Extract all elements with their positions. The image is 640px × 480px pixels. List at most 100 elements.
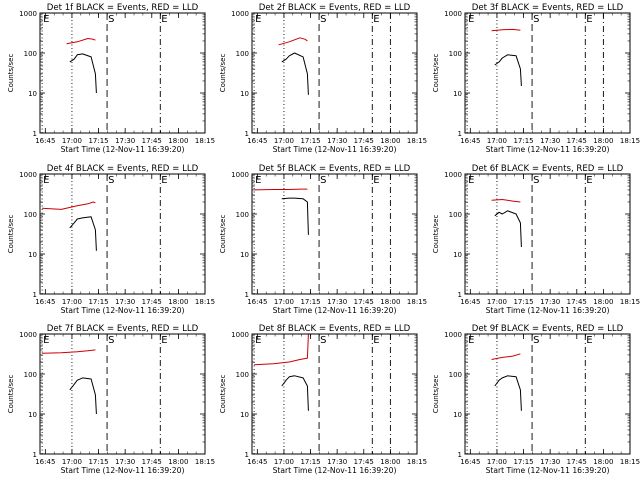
y-tick-label: 1000 bbox=[19, 331, 37, 339]
series-line-lld bbox=[42, 349, 96, 354]
x-tick-label: 17:30 bbox=[540, 458, 560, 466]
y-tick-label: 100 bbox=[449, 371, 462, 379]
y-axis-label: Counts/sec bbox=[7, 375, 15, 414]
y-tick-label: 100 bbox=[24, 50, 37, 58]
event-marker-label: S bbox=[108, 14, 114, 25]
x-tick-label: 17:30 bbox=[540, 137, 560, 145]
chart-title: Det 2f BLACK = Events, RED = LLD bbox=[259, 3, 411, 13]
y-tick-label: 1 bbox=[245, 291, 249, 299]
x-tick-label: 16:45 bbox=[460, 137, 480, 145]
event-marker-label: S bbox=[108, 335, 114, 346]
series-line-lld bbox=[254, 333, 309, 366]
chart-panel-7: Det 7f BLACK = Events, RED = LLD 1 10 100 10… bbox=[7, 324, 215, 475]
y-tick-label: 1000 bbox=[19, 10, 37, 18]
x-tick-label: 16:45 bbox=[460, 458, 480, 466]
y-tick-label: 1 bbox=[245, 451, 249, 459]
x-tick-label: 17:30 bbox=[115, 137, 135, 145]
y-tick-label: 100 bbox=[24, 211, 37, 219]
x-tick-label: 17:15 bbox=[88, 458, 108, 466]
chart-panel-6: Det 6f BLACK = Events, RED = LLD 1 10 100 10… bbox=[432, 164, 640, 315]
event-marker-label: S bbox=[533, 14, 539, 25]
x-tick-label: 18:00 bbox=[168, 458, 188, 466]
x-axis-label: Start Time (12-Nov-11 16:39:20) bbox=[61, 145, 185, 154]
x-tick-label: 17:45 bbox=[567, 298, 587, 306]
y-tick-label: 100 bbox=[236, 371, 249, 379]
y-tick-label: 100 bbox=[236, 50, 249, 58]
y-tick-label: 100 bbox=[236, 211, 249, 219]
x-tick-label: 16:45 bbox=[247, 298, 267, 306]
x-tick-label: 18:15 bbox=[620, 458, 640, 466]
x-tick-label: 16:45 bbox=[35, 137, 55, 145]
event-marker-label: E bbox=[373, 335, 379, 346]
y-tick-label: 1 bbox=[458, 130, 462, 138]
event-marker-label: E bbox=[255, 175, 261, 186]
y-tick-label: 10 bbox=[240, 251, 249, 259]
x-tick-label: 17:00 bbox=[487, 458, 507, 466]
y-axis-label: Counts/sec bbox=[7, 215, 15, 254]
event-marker-label: E bbox=[468, 335, 474, 346]
x-tick-label: 18:00 bbox=[168, 298, 188, 306]
x-axis-label: Start Time (12-Nov-11 16:39:20) bbox=[273, 466, 397, 475]
x-tick-label: 18:15 bbox=[620, 298, 640, 306]
event-marker-label: E bbox=[373, 175, 379, 186]
chart-title: Det 8f BLACK = Events, RED = LLD bbox=[259, 324, 411, 334]
y-tick-label: 10 bbox=[28, 411, 37, 419]
series-line-events bbox=[281, 197, 309, 235]
x-tick-label: 17:00 bbox=[274, 458, 294, 466]
series-line-lld bbox=[491, 199, 521, 203]
series-line-lld bbox=[254, 188, 308, 191]
y-tick-label: 1 bbox=[458, 451, 462, 459]
x-tick-label: 18:15 bbox=[195, 137, 215, 145]
x-tick-label: 18:15 bbox=[195, 298, 215, 306]
chart-title: Det 9f BLACK = Events, RED = LLD bbox=[472, 324, 624, 334]
x-axis-label: Start Time (12-Nov-11 16:39:20) bbox=[61, 306, 185, 315]
y-tick-label: 1 bbox=[33, 291, 37, 299]
x-tick-label: 18:00 bbox=[380, 137, 400, 145]
chart-title: Det 4f BLACK = Events, RED = LLD bbox=[47, 164, 199, 174]
y-tick-label: 1000 bbox=[231, 10, 249, 18]
x-tick-label: 17:15 bbox=[513, 137, 533, 145]
x-tick-label: 18:00 bbox=[593, 137, 613, 145]
event-marker-label: E bbox=[255, 335, 261, 346]
plot-frame bbox=[39, 12, 206, 134]
plot-frame bbox=[251, 12, 418, 134]
chart-panel-3: Det 3f BLACK = Events, RED = LLD 1 10 100 10… bbox=[432, 3, 640, 154]
y-tick-label: 1 bbox=[33, 451, 37, 459]
x-tick-label: 18:00 bbox=[593, 458, 613, 466]
x-tick-label: 17:45 bbox=[354, 298, 374, 306]
x-tick-label: 18:15 bbox=[407, 137, 427, 145]
x-tick-label: 18:00 bbox=[593, 298, 613, 306]
y-axis-label: Counts/sec bbox=[219, 375, 227, 414]
x-tick-label: 17:15 bbox=[300, 458, 320, 466]
plot-frame bbox=[464, 173, 631, 295]
series-line-lld bbox=[66, 38, 96, 45]
event-marker-label: E bbox=[43, 175, 49, 186]
x-tick-label: 17:45 bbox=[567, 458, 587, 466]
x-axis-label: Start Time (12-Nov-11 16:39:20) bbox=[486, 145, 610, 154]
x-tick-label: 16:45 bbox=[35, 298, 55, 306]
x-tick-label: 17:15 bbox=[513, 298, 533, 306]
x-tick-label: 17:00 bbox=[274, 137, 294, 145]
event-marker-label: S bbox=[320, 14, 326, 25]
event-marker-label: S bbox=[533, 175, 539, 186]
y-axis-label: Counts/sec bbox=[432, 215, 440, 254]
plot-frame bbox=[39, 333, 206, 455]
x-tick-label: 16:45 bbox=[460, 298, 480, 306]
event-marker-label: E bbox=[161, 335, 167, 346]
chart-title: Det 5f BLACK = Events, RED = LLD bbox=[259, 164, 411, 174]
series-line-lld bbox=[491, 353, 521, 360]
x-tick-label: 17:30 bbox=[540, 298, 560, 306]
y-tick-label: 10 bbox=[453, 90, 462, 98]
x-tick-label: 17:15 bbox=[300, 137, 320, 145]
x-tick-label: 16:45 bbox=[247, 137, 267, 145]
series-line-lld bbox=[42, 201, 96, 210]
y-tick-label: 10 bbox=[240, 90, 249, 98]
y-tick-label: 1000 bbox=[231, 331, 249, 339]
y-axis-label: Counts/sec bbox=[219, 54, 227, 93]
chart-panel-4: Det 4f BLACK = Events, RED = LLD 1 10 100 10… bbox=[7, 164, 215, 315]
x-tick-label: 18:15 bbox=[195, 458, 215, 466]
event-marker-label: E bbox=[161, 175, 167, 186]
y-tick-label: 10 bbox=[453, 251, 462, 259]
x-tick-label: 17:15 bbox=[513, 458, 533, 466]
